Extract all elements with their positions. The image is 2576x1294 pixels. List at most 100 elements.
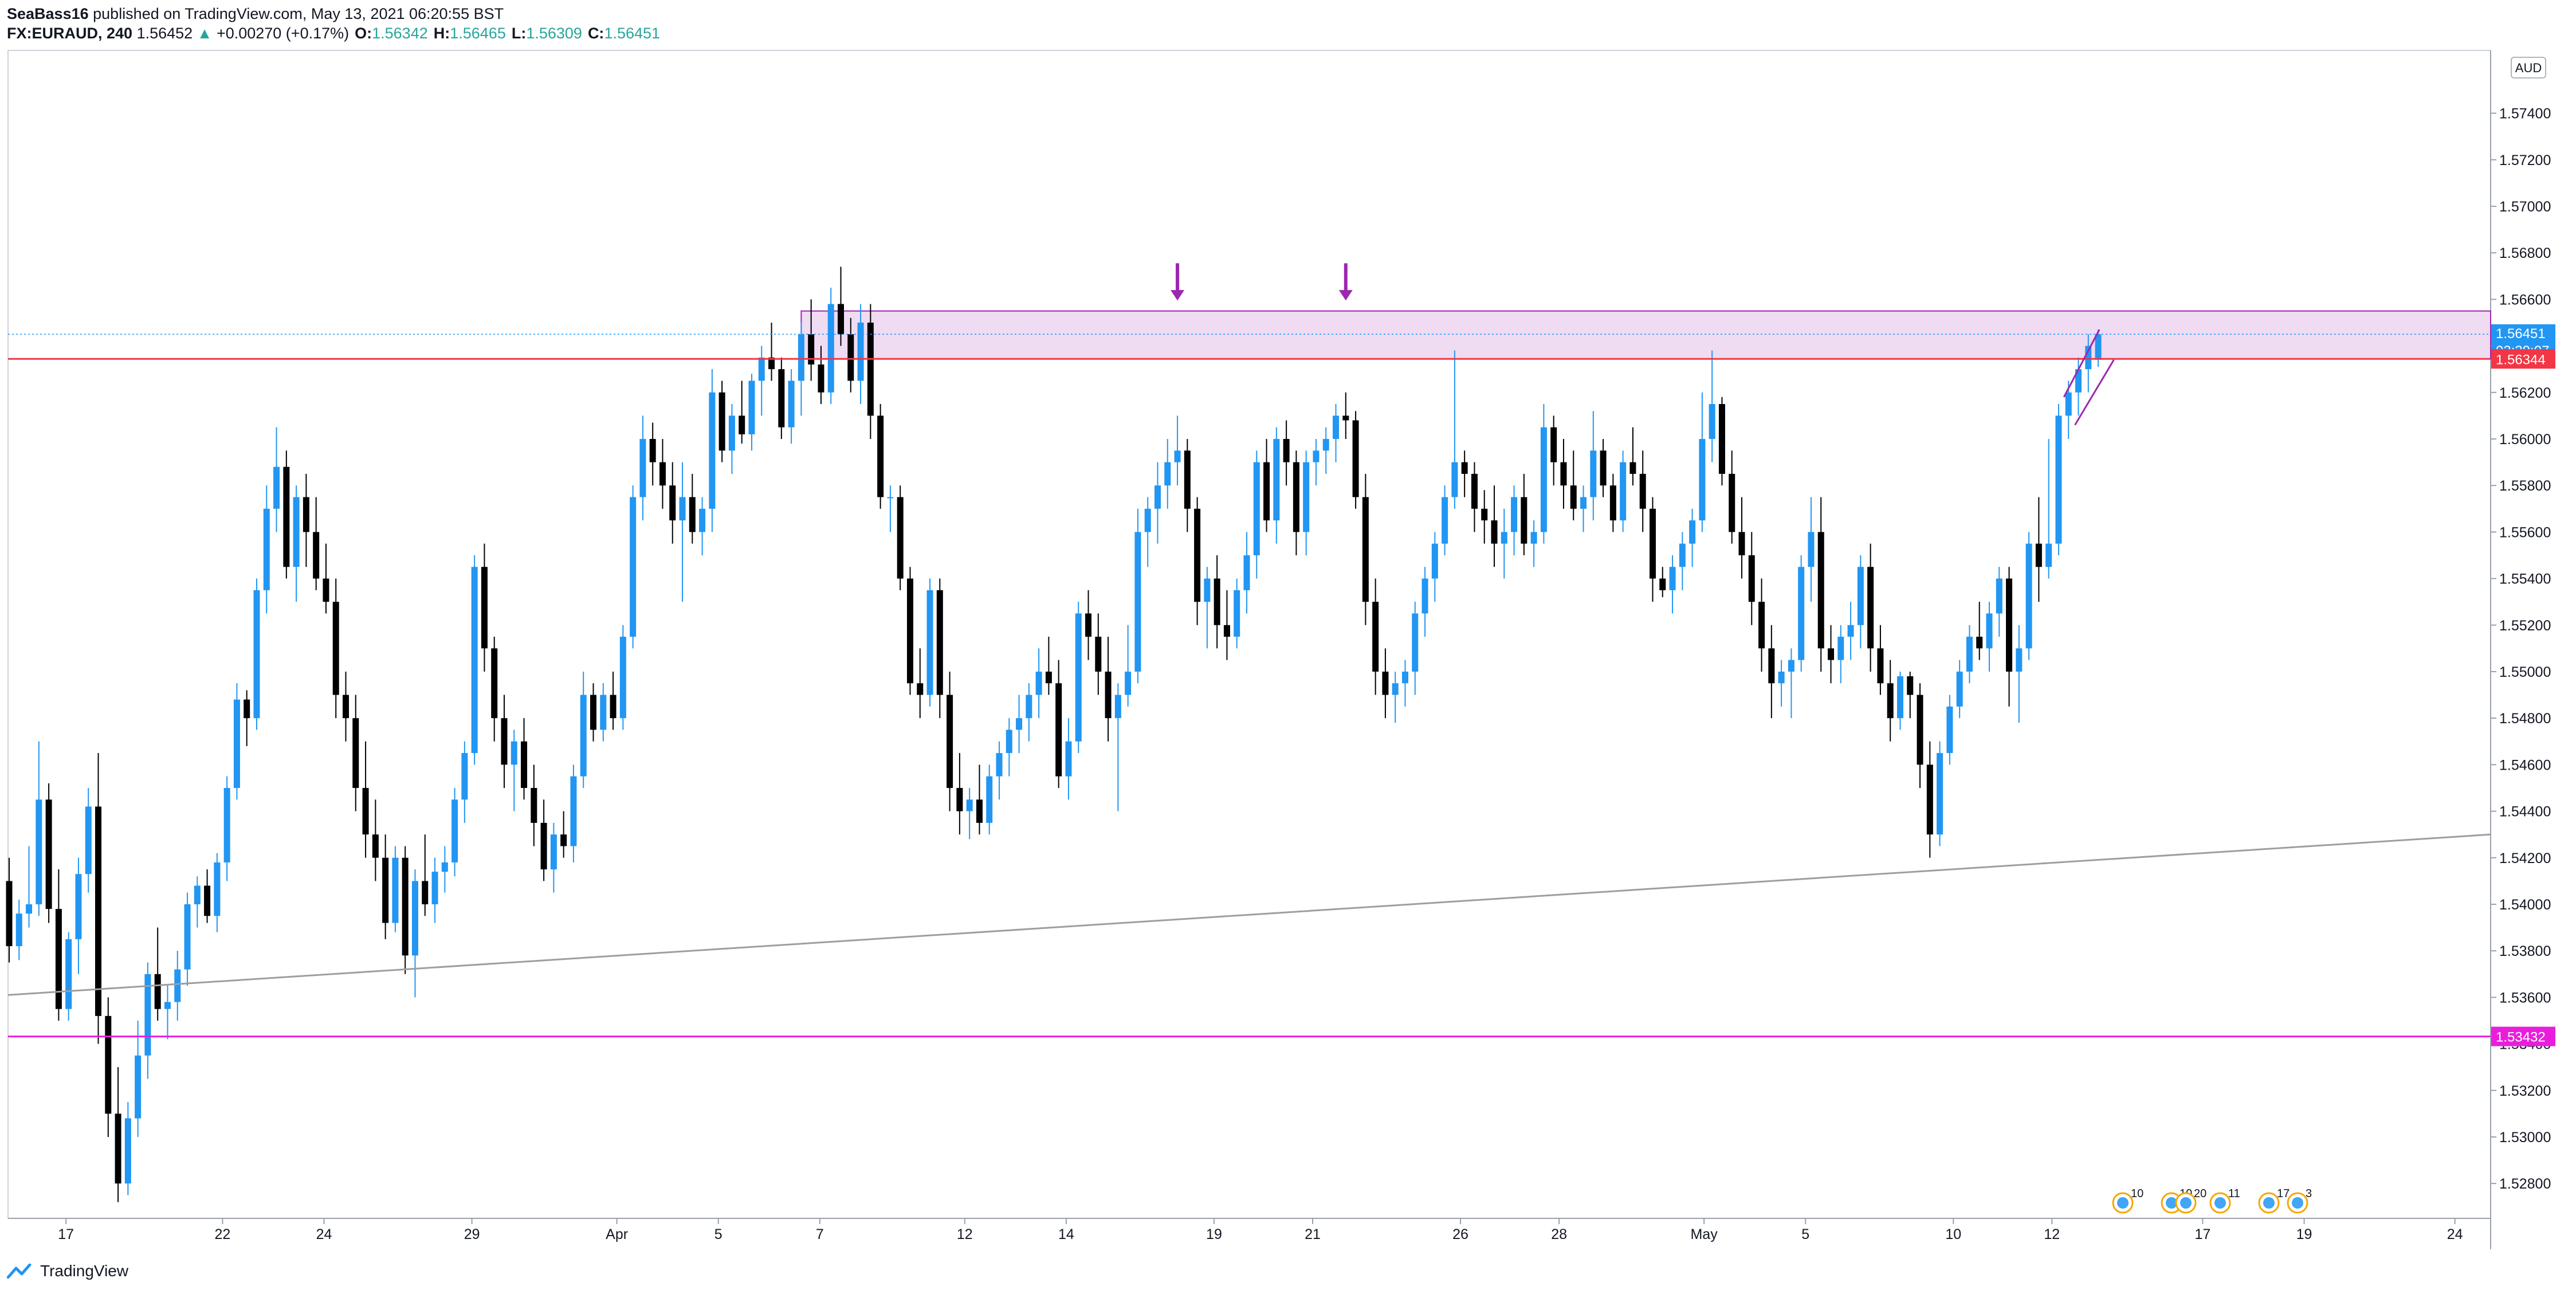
- candle-body[interactable]: [45, 799, 52, 909]
- candle-body[interactable]: [590, 695, 597, 730]
- symbol-name[interactable]: FX:EURAUD, 240: [7, 25, 133, 42]
- candle-body[interactable]: [1778, 671, 1785, 684]
- candle-body[interactable]: [1243, 555, 1250, 590]
- author-name[interactable]: SeaBass16: [7, 5, 89, 22]
- candle-body[interactable]: [639, 438, 646, 497]
- candle-body[interactable]: [778, 369, 785, 428]
- candle-body[interactable]: [857, 322, 864, 381]
- currency-badge[interactable]: AUD: [2511, 57, 2546, 79]
- candle-body[interactable]: [1075, 613, 1082, 742]
- candle-body[interactable]: [2055, 415, 2062, 544]
- candle-body[interactable]: [1956, 671, 1963, 707]
- candle-body[interactable]: [1491, 520, 1498, 544]
- candle-body[interactable]: [1303, 462, 1310, 532]
- candle-body[interactable]: [2035, 543, 2042, 567]
- candle-body[interactable]: [1550, 427, 1557, 462]
- candle-body[interactable]: [1283, 438, 1290, 462]
- candle-body[interactable]: [85, 806, 92, 875]
- candle-body[interactable]: [1758, 602, 1765, 649]
- candle-body[interactable]: [1204, 578, 1211, 602]
- candle-body[interactable]: [630, 497, 637, 637]
- candle-body[interactable]: [15, 913, 22, 947]
- candle-body[interactable]: [956, 787, 963, 811]
- candle-body[interactable]: [1194, 508, 1201, 602]
- candle-body[interactable]: [1639, 473, 1646, 509]
- candle-body[interactable]: [1313, 450, 1320, 462]
- candle-body[interactable]: [323, 578, 329, 602]
- candle-body[interactable]: [1798, 567, 1805, 660]
- candle-body[interactable]: [788, 381, 795, 428]
- candle-body[interactable]: [1996, 578, 2002, 614]
- candle-body[interactable]: [362, 787, 369, 835]
- candle-body[interactable]: [451, 799, 458, 862]
- candle-body[interactable]: [164, 1002, 171, 1009]
- candle-body[interactable]: [838, 304, 845, 335]
- candle-body[interactable]: [382, 857, 389, 923]
- candle-body[interactable]: [1382, 671, 1389, 695]
- candle-body[interactable]: [758, 357, 765, 381]
- candle-body[interactable]: [115, 1113, 121, 1184]
- candle-body[interactable]: [1461, 462, 1468, 474]
- candle-body[interactable]: [1729, 473, 1735, 532]
- candle-body[interactable]: [1184, 450, 1191, 509]
- candle-body[interactable]: [1847, 625, 1854, 637]
- candle-body[interactable]: [649, 438, 656, 462]
- candle-body[interactable]: [2095, 334, 2102, 360]
- candle-body[interactable]: [1401, 671, 1408, 684]
- candle-body[interactable]: [1164, 462, 1171, 486]
- down-arrow-icon[interactable]: [1338, 290, 1353, 301]
- candle-body[interactable]: [1431, 543, 1438, 579]
- candle-body[interactable]: [194, 885, 201, 904]
- candle-body[interactable]: [1442, 497, 1448, 544]
- candle-body[interactable]: [244, 699, 250, 719]
- candle-body[interactable]: [521, 741, 528, 788]
- candle-body[interactable]: [55, 909, 62, 1009]
- candle-body[interactable]: [669, 485, 676, 521]
- candle-body[interactable]: [491, 648, 498, 719]
- candle-body[interactable]: [75, 874, 82, 939]
- candle-body[interactable]: [1134, 532, 1141, 672]
- candle-body[interactable]: [926, 590, 933, 695]
- candle-body[interactable]: [748, 381, 755, 434]
- candle-body[interactable]: [1828, 648, 1835, 660]
- candle-body[interactable]: [936, 590, 943, 695]
- candle-body[interactable]: [1511, 497, 1518, 532]
- candle-body[interactable]: [283, 466, 290, 567]
- candle-body[interactable]: [223, 787, 230, 862]
- candle-body[interactable]: [1580, 497, 1587, 509]
- candle-body[interactable]: [65, 939, 72, 1009]
- candle-body[interactable]: [214, 862, 221, 916]
- candle-body[interactable]: [1154, 485, 1161, 509]
- candle-body[interactable]: [827, 304, 834, 393]
- candle-body[interactable]: [372, 834, 379, 858]
- candle-body[interactable]: [1966, 637, 1973, 672]
- candle-body[interactable]: [1560, 462, 1567, 486]
- candle-body[interactable]: [699, 508, 706, 532]
- candle-body[interactable]: [1788, 660, 1794, 672]
- candle-body[interactable]: [1333, 415, 1340, 439]
- candle-body[interactable]: [1026, 695, 1032, 719]
- candle-body[interactable]: [501, 718, 508, 765]
- candle-body[interactable]: [481, 567, 488, 649]
- candle-body[interactable]: [1114, 695, 1121, 719]
- down-arrow-icon[interactable]: [1171, 290, 1185, 301]
- candle-body[interactable]: [1699, 438, 1706, 521]
- candle-body[interactable]: [1649, 508, 1656, 579]
- candle-body[interactable]: [392, 857, 399, 923]
- candle-body[interactable]: [174, 969, 181, 1002]
- candle-body[interactable]: [906, 578, 913, 684]
- candle-body[interactable]: [1917, 695, 1923, 765]
- candle-body[interactable]: [184, 904, 191, 970]
- candle-body[interactable]: [1273, 438, 1280, 521]
- candle-body[interactable]: [1362, 497, 1369, 602]
- candle-body[interactable]: [996, 753, 1003, 777]
- candle-body[interactable]: [1392, 683, 1399, 695]
- candle-body[interactable]: [560, 834, 567, 846]
- candle-body[interactable]: [947, 695, 953, 788]
- candle-body[interactable]: [343, 695, 350, 719]
- candle-body[interactable]: [2075, 369, 2082, 393]
- candle-body[interactable]: [600, 695, 607, 730]
- candle-body[interactable]: [402, 857, 409, 956]
- candle-body[interactable]: [2045, 543, 2052, 567]
